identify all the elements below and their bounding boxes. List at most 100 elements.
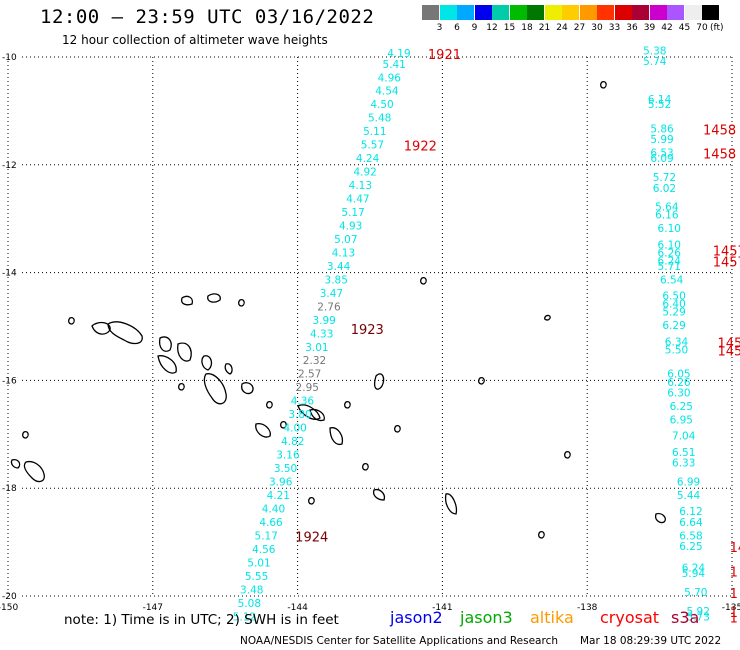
wave-height-value: 4.36 <box>291 396 315 408</box>
colorbar-label: 21 <box>538 23 551 33</box>
legend-entry-altika: altika <box>530 608 574 627</box>
island-outline <box>654 512 666 524</box>
lat-tick-label: -18 <box>2 484 17 494</box>
island-outline <box>372 488 386 501</box>
lat-tick-label: -16 <box>2 376 17 386</box>
colorbar-swatch <box>702 5 719 20</box>
island-outline <box>177 342 192 362</box>
wave-height-value: 4.40 <box>262 503 285 515</box>
footer-credit: NOAA/NESDIS Center for Satellite Applica… <box>240 635 558 647</box>
wave-height-value: 5.07 <box>334 234 357 246</box>
lat-tick-label: -14 <box>2 269 17 279</box>
pass-time-label: 1458 <box>703 148 736 163</box>
island-outline <box>444 493 458 515</box>
units-note: note: 1) Time is in UTC; 2) SWH is in fe… <box>64 612 339 628</box>
colorbar-label: 27 <box>573 23 586 33</box>
wave-height-value: 6.10 <box>658 239 681 251</box>
wave-height-value: 6.51 <box>672 447 695 459</box>
island-outline <box>158 336 172 352</box>
wave-height-value: 5.86 <box>650 123 674 135</box>
wave-height-value: 6.58 <box>679 530 702 542</box>
legend-entry-s3a: s3a <box>671 608 700 627</box>
island-outline <box>157 355 177 374</box>
island-outline <box>241 382 254 395</box>
lat-tick-label: -10 <box>2 53 17 63</box>
colorbar-swatch <box>492 5 509 20</box>
wave-height-value: 6.05 <box>667 369 690 381</box>
wave-height-value: 2.95 <box>296 382 319 394</box>
wave-height-value: 6.53 <box>650 148 673 160</box>
wave-height-value: 4.54 <box>375 86 399 98</box>
pass-time-label: 1923 <box>351 323 384 338</box>
wave-height-value: 5.99 <box>650 134 673 146</box>
pass-time-label: 1924 <box>295 530 328 545</box>
wave-height-value: 2.57 <box>298 369 321 381</box>
island-outline <box>22 430 29 439</box>
lon-tick-label: -138 <box>577 603 598 613</box>
island-outline <box>238 298 245 307</box>
island-outline <box>374 373 385 390</box>
island-outline <box>297 404 321 420</box>
page-subtitle: 12 hour collection of altimeter wave hei… <box>62 33 328 47</box>
colorbar-label: 9 <box>471 23 478 33</box>
wave-height-value: 5.72 <box>653 172 676 184</box>
wave-height-value: 4.96 <box>378 72 402 84</box>
legend-entry-jason3: jason3 <box>460 608 513 627</box>
island-outline <box>178 382 185 391</box>
colorbar-label: 6 <box>454 23 460 33</box>
wave-height-value: 5.52 <box>648 99 671 111</box>
pass-time-label: 1458 <box>703 123 736 138</box>
wave-height-value: 4.00 <box>283 423 306 435</box>
wave-height-value: 5.17 <box>341 207 364 219</box>
wave-height-value: 6.50 <box>662 291 685 303</box>
wave-height-value: 3.44 <box>327 261 351 273</box>
wave-height-value: 4.93 <box>339 220 362 232</box>
colorbar-swatch <box>422 5 439 20</box>
wave-height-value: 4.56 <box>252 544 276 556</box>
wave-height-value: 6.64 <box>679 517 703 529</box>
island-outline <box>394 424 401 433</box>
colorbar-swatch <box>474 5 492 20</box>
wave-height-value: 5.41 <box>382 59 405 71</box>
island-outline <box>201 355 213 371</box>
pass-time-label: 1921 <box>428 48 461 63</box>
island-outline <box>362 462 369 471</box>
colorbar-swatch <box>562 5 579 20</box>
island-outline <box>10 458 21 469</box>
wave-height-value: 4.24 <box>356 153 380 165</box>
colorbar-swatch <box>439 5 457 20</box>
island-outline <box>266 400 273 409</box>
wave-height-value: 3.80 <box>288 409 311 421</box>
colorbar-swatch <box>509 5 527 20</box>
wave-height-value: 5.11 <box>363 126 386 138</box>
pass-time-label: 1922 <box>404 140 437 155</box>
colorbar-swatch <box>667 5 684 20</box>
wave-height-value: 6.95 <box>670 415 693 427</box>
colorbar-label: 30 <box>591 23 603 33</box>
colorbar-label: 3 <box>436 23 443 33</box>
wave-height-value: 3.99 <box>312 315 335 327</box>
colorbar-unit: (ft) <box>710 23 724 33</box>
wave-height-value: 6.12 <box>679 506 702 518</box>
island-outline <box>23 460 45 483</box>
wave-height-value: 4.13 <box>349 180 372 192</box>
colorbar-label: 24 <box>556 23 568 33</box>
colorbar-label: 45 <box>678 23 691 33</box>
wave-height-value: 6.30 <box>667 388 690 400</box>
colorbar-label: 18 <box>521 23 533 33</box>
island-outline <box>564 450 571 459</box>
wave-height-value: 4.50 <box>370 99 393 111</box>
island-outline <box>255 423 271 438</box>
island-outline <box>544 314 551 321</box>
wave-height-value: 5.55 <box>245 571 268 583</box>
track-labels: 4.195.414.96 4.544.50 5.485.11 5.574.24 4.92… <box>233 45 740 626</box>
lon-tick-label: -141 <box>432 603 452 613</box>
wave-height-value: 6.16 <box>655 210 679 222</box>
island-outline <box>600 80 607 89</box>
wave-height-value: 4.47 <box>346 194 369 206</box>
wave-height-value: 3.48 <box>240 584 263 596</box>
lat-tick-label: -20 <box>2 592 17 602</box>
wave-height-value: 6.54 <box>660 274 684 286</box>
colorbar-swatch <box>527 5 544 20</box>
